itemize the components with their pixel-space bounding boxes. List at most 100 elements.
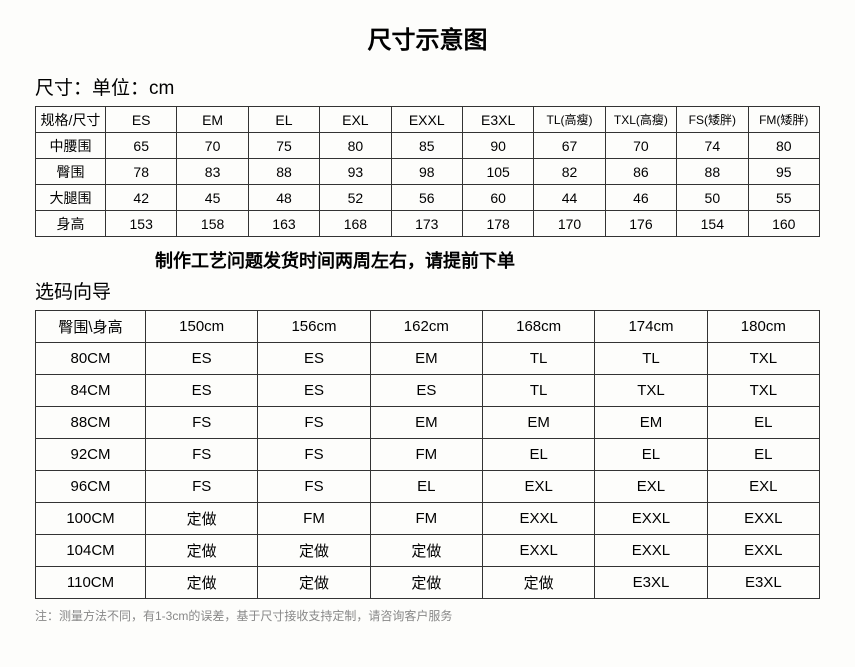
guide-table-cell: ES xyxy=(258,375,370,407)
table-row: 身高153158163168173178170176154160 xyxy=(36,211,820,237)
size-table-header: TL(高瘦) xyxy=(534,107,605,133)
guide-table-cell: FS xyxy=(146,471,258,503)
size-table-cell: 88 xyxy=(677,159,748,185)
table-row: 80CMESESEMTLTLTXL xyxy=(36,343,820,375)
size-table-cell: 88 xyxy=(248,159,319,185)
page-title: 尺寸示意图 xyxy=(35,20,820,55)
unit-label: 尺寸：单位：cm xyxy=(35,73,820,100)
guide-table-cell: EXXL xyxy=(482,535,594,567)
guide-table-cell: EM xyxy=(595,407,707,439)
size-table-cell: 52 xyxy=(320,185,391,211)
size-table-cell: 178 xyxy=(462,211,533,237)
guide-table-cell: EXXL xyxy=(707,503,819,535)
table-row: 110CM定做定做定做定做E3XLE3XL xyxy=(36,567,820,599)
guide-table-cell: 84CM xyxy=(36,375,146,407)
guide-table-cell: FM xyxy=(370,439,482,471)
guide-table-header: 162cm xyxy=(370,311,482,343)
size-table-cell: 98 xyxy=(391,159,462,185)
guide-table-cell: EL xyxy=(707,439,819,471)
size-table-cell: 173 xyxy=(391,211,462,237)
guide-table-cell: ES xyxy=(146,343,258,375)
guide-table-cell: 定做 xyxy=(370,535,482,567)
size-table-cell: 55 xyxy=(748,185,819,211)
guide-table-cell: 92CM xyxy=(36,439,146,471)
guide-table-cell: 88CM xyxy=(36,407,146,439)
table-row: 96CMFSFSELEXLEXLEXL xyxy=(36,471,820,503)
guide-table-cell: EL xyxy=(482,439,594,471)
guide-table-cell: TL xyxy=(482,343,594,375)
guide-table-cell: TL xyxy=(482,375,594,407)
guide-table-header: 180cm xyxy=(707,311,819,343)
guide-table-cell: FS xyxy=(258,407,370,439)
size-table-header: TXL(高瘦) xyxy=(605,107,676,133)
guide-table-cell: ES xyxy=(146,375,258,407)
guide-table-cell: E3XL xyxy=(707,567,819,599)
table-row: 100CM定做FMFMEXXLEXXLEXXL xyxy=(36,503,820,535)
table-row: 104CM定做定做定做EXXLEXXLEXXL xyxy=(36,535,820,567)
shipping-notice: 制作工艺问题发货时间两周左右，请提前下单 xyxy=(155,247,820,273)
size-table-cell: 身高 xyxy=(36,211,106,237)
size-table-header: EXL xyxy=(320,107,391,133)
size-table-cell: 臀围 xyxy=(36,159,106,185)
guide-table-cell: 定做 xyxy=(482,567,594,599)
size-table-cell: 45 xyxy=(177,185,248,211)
size-table-cell: 90 xyxy=(462,133,533,159)
size-table-cell: 95 xyxy=(748,159,819,185)
size-table-cell: 170 xyxy=(534,211,605,237)
size-table-header: EL xyxy=(248,107,319,133)
guide-table-cell: EXXL xyxy=(482,503,594,535)
size-table-cell: 153 xyxy=(106,211,177,237)
guide-table-cell: EM xyxy=(370,407,482,439)
guide-table-cell: FS xyxy=(258,439,370,471)
guide-table-cell: 100CM xyxy=(36,503,146,535)
guide-table-cell: 96CM xyxy=(36,471,146,503)
size-table-cell: 154 xyxy=(677,211,748,237)
table-row: 92CMFSFSFMELELEL xyxy=(36,439,820,471)
table-row: 84CMESESESTLTXLTXL xyxy=(36,375,820,407)
size-table-header: FM(矮胖) xyxy=(748,107,819,133)
table-row: 中腰围65707580859067707480 xyxy=(36,133,820,159)
guide-table-cell: EL xyxy=(595,439,707,471)
size-table-cell: 56 xyxy=(391,185,462,211)
guide-table-cell: 104CM xyxy=(36,535,146,567)
table-row: 88CMFSFSEMEMEMEL xyxy=(36,407,820,439)
size-table-cell: 78 xyxy=(106,159,177,185)
size-table: 规格/尺寸ESEMELEXLEXXLE3XLTL(高瘦)TXL(高瘦)FS(矮胖… xyxy=(35,106,820,237)
size-table-cell: 中腰围 xyxy=(36,133,106,159)
size-table-cell: 70 xyxy=(605,133,676,159)
size-table-header: 规格/尺寸 xyxy=(36,107,106,133)
guide-table-cell: TL xyxy=(595,343,707,375)
guide-table-cell: EL xyxy=(707,407,819,439)
guide-table-cell: E3XL xyxy=(595,567,707,599)
size-table-cell: 65 xyxy=(106,133,177,159)
size-table-cell: 160 xyxy=(748,211,819,237)
guide-table-cell: FS xyxy=(146,439,258,471)
size-table-cell: 46 xyxy=(605,185,676,211)
guide-table-cell: EM xyxy=(482,407,594,439)
guide-table-cell: EXL xyxy=(707,471,819,503)
guide-table-header: 150cm xyxy=(146,311,258,343)
size-table-cell: 44 xyxy=(534,185,605,211)
guide-table-cell: 定做 xyxy=(258,567,370,599)
guide-table-cell: EXXL xyxy=(707,535,819,567)
guide-table-cell: 定做 xyxy=(258,535,370,567)
guide-table-cell: EXXL xyxy=(595,535,707,567)
guide-table-cell: FS xyxy=(146,407,258,439)
guide-table-cell: EM xyxy=(370,343,482,375)
size-table-cell: 86 xyxy=(605,159,676,185)
size-table-cell: 74 xyxy=(677,133,748,159)
guide-table-header: 156cm xyxy=(258,311,370,343)
footnote: 注：测量方法不同，有1-3cm的误差，基于尺寸接收支持定制，请咨询客户服务 xyxy=(35,607,820,624)
size-table-cell: 83 xyxy=(177,159,248,185)
guide-table-cell: ES xyxy=(370,375,482,407)
guide-title: 选码向导 xyxy=(35,277,820,304)
size-table-cell: 75 xyxy=(248,133,319,159)
guide-table-cell: 定做 xyxy=(146,503,258,535)
size-table-cell: 158 xyxy=(177,211,248,237)
size-table-cell: 163 xyxy=(248,211,319,237)
size-table-cell: 80 xyxy=(320,133,391,159)
size-table-header: EM xyxy=(177,107,248,133)
guide-table-header: 168cm xyxy=(482,311,594,343)
guide-table-cell: 110CM xyxy=(36,567,146,599)
size-table-cell: 85 xyxy=(391,133,462,159)
